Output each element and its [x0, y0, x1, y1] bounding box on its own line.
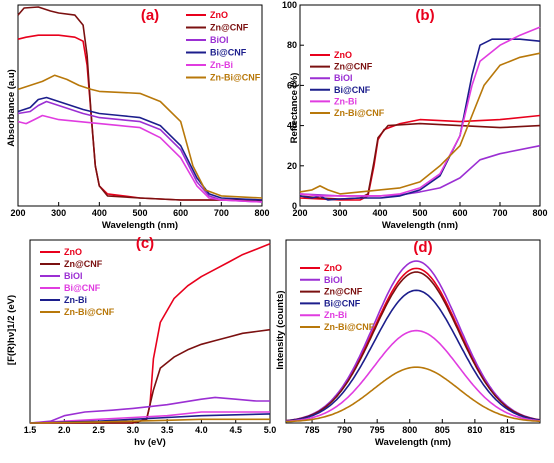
legend-label: Zn-Bi: [210, 60, 233, 70]
y-tick-label: 0: [292, 201, 297, 211]
panel-0: 200 300 400 500 600 700 800 Wavelength (nm) Abso…: [6, 4, 270, 231]
x-tick-label: 4.0: [195, 425, 208, 435]
series-line-5: [17, 74, 263, 199]
legend-label: ZnO: [324, 263, 342, 273]
series-line-3: [17, 96, 263, 201]
x-tick-label: 795: [370, 425, 385, 435]
panel-1: 200 300 400 500 600 700 800 0 20 40 60 80 100 Wavelen…: [282, 0, 548, 231]
x-tick-label: 600: [452, 208, 467, 218]
x-axis-label: Wavelength (nm): [375, 437, 451, 448]
series-line-1: [30, 328, 271, 424]
legend-label: Zn-Bi@CNF: [324, 322, 375, 332]
x-tick-label: 810: [467, 425, 482, 435]
series-line-1: [17, 6, 263, 202]
y-axis-label: Reflectance (%): [289, 73, 300, 144]
x-tick-label: 200: [10, 208, 25, 218]
legend-label: Bi@CNF: [334, 85, 371, 95]
legend-label: Zn@CNF: [64, 259, 103, 269]
panel-label: (d): [413, 239, 432, 256]
legend-label: BiOI: [334, 73, 353, 83]
x-axis-label: hν (eV): [134, 437, 166, 448]
x-tick-label: 300: [332, 208, 347, 218]
y-tick-label: 100: [282, 0, 297, 10]
x-tick-label: 3.0: [127, 425, 140, 435]
x-tick-label: 815: [500, 425, 515, 435]
x-tick-label: 2.5: [92, 425, 105, 435]
x-tick-label: 500: [132, 208, 147, 218]
x-tick-label: 600: [173, 208, 188, 218]
legend-label: Zn-Bi: [64, 295, 87, 305]
panel-2: 1.5 2.0 2.5 3.0 3.5 4.0 4.5 5.0 hν (eV) [F(R)hν]1…: [6, 235, 276, 448]
panel-label: (c): [136, 235, 154, 252]
x-tick-label: 800: [254, 208, 269, 218]
legend-label: Bi@CNF: [324, 298, 361, 308]
legend-label: Zn-Bi@CNF: [64, 307, 115, 317]
series-line-1: [285, 260, 541, 422]
legend-label: ZnO: [64, 247, 82, 257]
panel-label: (b): [415, 7, 434, 24]
y-tick-label: 60: [287, 80, 297, 90]
legend-label: BiOI: [64, 271, 83, 281]
series-line-4: [299, 26, 541, 197]
series-line-5: [285, 366, 541, 423]
series-line-2: [17, 100, 263, 203]
series-line-2: [29, 396, 270, 424]
y-axis-label: Absorbance (a.u): [6, 69, 17, 147]
legend-label: Zn-Bi@CNF: [334, 108, 385, 118]
x-tick-label: 4.5: [229, 425, 242, 435]
series-line-2: [285, 271, 541, 422]
panel-3: 785 790 795 800 805 810 815 Wavelength (nm) Inte…: [275, 239, 541, 448]
y-axis-label: Intensity (counts): [275, 290, 286, 369]
x-tick-label: 700: [214, 208, 229, 218]
x-tick-label: 400: [372, 208, 387, 218]
legend-label: Bi@CNF: [210, 48, 247, 58]
series-line-5: [299, 52, 541, 195]
y-tick-label: 20: [287, 161, 297, 171]
y-tick-label: 40: [287, 121, 297, 131]
x-tick-label: 5.0: [264, 425, 277, 435]
legend-label: BiOI: [324, 275, 343, 285]
legend-label: Zn-Bi@CNF: [210, 73, 261, 83]
legend-label: Bi@CNF: [64, 283, 101, 293]
legend-label: Zn@CNF: [324, 287, 363, 297]
x-tick-label: 800: [532, 208, 547, 218]
x-tick-label: 1.5: [24, 425, 37, 435]
plot-frame: [29, 239, 271, 424]
series-line-3: [299, 38, 541, 201]
legend-label: Zn@CNF: [334, 62, 373, 72]
x-axis-label: Wavelength (nm): [102, 220, 178, 231]
legend-label: Zn-Bi: [334, 96, 357, 106]
y-tick-label: 80: [287, 40, 297, 50]
series-line-3: [285, 289, 541, 422]
panel-label: (a): [141, 7, 159, 24]
legend-label: ZnO: [334, 50, 352, 60]
series-line-3: [29, 411, 270, 424]
plot-frame: [285, 239, 541, 424]
x-axis-label: Wavelength (nm): [382, 220, 458, 231]
series-line-4: [285, 329, 541, 423]
series-line-5: [29, 418, 270, 424]
x-tick-label: 800: [402, 425, 417, 435]
x-tick-label: 790: [337, 425, 352, 435]
x-tick-label: 2.0: [58, 425, 71, 435]
x-tick-label: 500: [412, 208, 427, 218]
x-tick-label: 400: [92, 208, 107, 218]
x-tick-label: 300: [51, 208, 66, 218]
legend-label: Zn@CNF: [210, 23, 249, 33]
x-tick-label: 805: [435, 425, 450, 435]
x-tick-label: 3.5: [161, 425, 174, 435]
x-tick-label: 700: [492, 208, 507, 218]
x-tick-label: 785: [305, 425, 320, 435]
legend-label: Zn-Bi: [324, 310, 347, 320]
y-axis-label: [F(R)hν]1/2 (eV): [6, 295, 17, 365]
legend-label: BiOI: [210, 35, 229, 45]
series-line-4: [17, 114, 263, 203]
x-tick-label: 200: [292, 208, 307, 218]
legend-label: ZnO: [210, 10, 228, 20]
